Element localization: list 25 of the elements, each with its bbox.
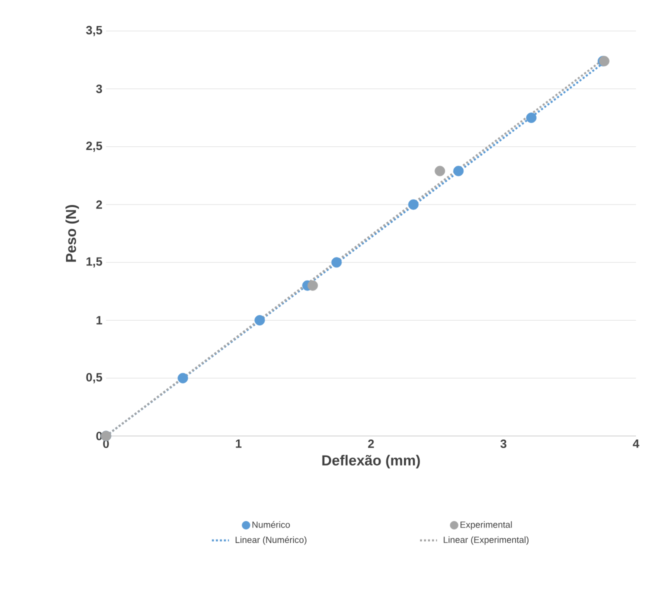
y-tick-label: 3 <box>96 84 102 94</box>
y-tick-label: 1 <box>96 316 102 324</box>
point <box>434 166 446 176</box>
point <box>331 257 342 268</box>
x-axis-title: Deflexão (mm) <box>322 454 420 468</box>
y-tick-label: 3,5 <box>86 26 102 36</box>
legend-label: Linear (Experimental) <box>444 536 529 545</box>
point <box>408 199 419 210</box>
y-tick-label: 2 <box>96 200 102 209</box>
legend-label: Experimental <box>460 521 512 530</box>
point <box>453 166 464 176</box>
legend-label: Linear (Numérico) <box>236 536 306 545</box>
x-tick-label: 2 <box>368 440 374 448</box>
y-tick-label: 0,5 <box>86 373 102 384</box>
point <box>308 280 318 291</box>
y-axis-title: Peso (N) <box>66 205 79 262</box>
x-tick-label: 1 <box>236 440 242 448</box>
y-tick-label: 1,5 <box>86 257 102 268</box>
x-tick-label: 4 <box>632 440 640 448</box>
point <box>526 112 537 123</box>
y-tick-label: 2,5 <box>86 142 102 152</box>
point <box>254 315 265 326</box>
point <box>178 372 188 384</box>
legend-label: Numérico <box>252 521 290 528</box>
x-tick-label: 3 <box>500 440 506 448</box>
